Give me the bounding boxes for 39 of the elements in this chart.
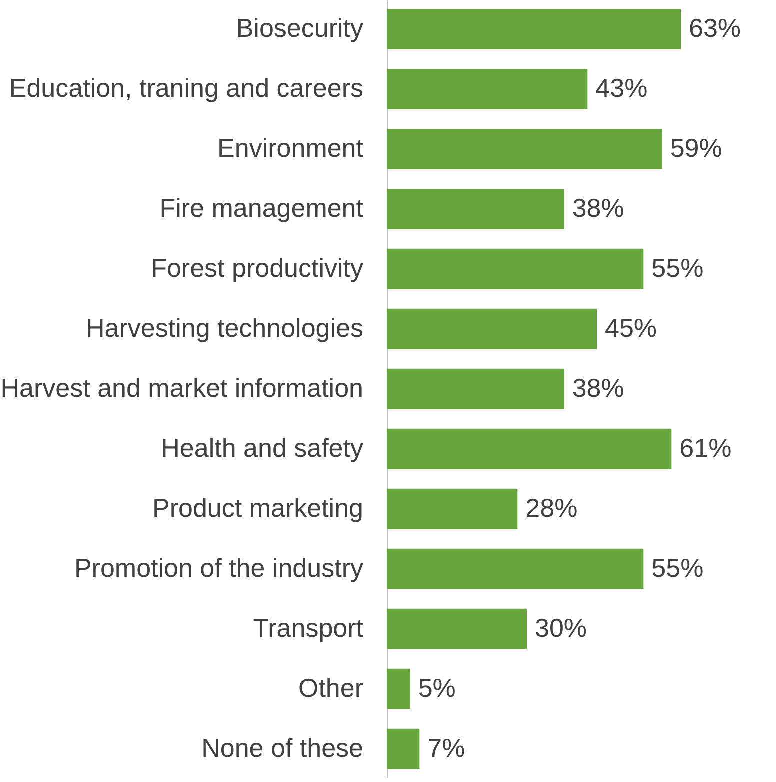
- data-label: 61%: [680, 432, 732, 463]
- bar: [387, 488, 518, 530]
- y-tick-label: Environment: [218, 133, 364, 164]
- bar: [387, 188, 564, 230]
- data-label: 55%: [652, 253, 704, 284]
- data-label: 43%: [596, 73, 648, 104]
- y-tick-label: Harvest and market information: [0, 373, 364, 403]
- data-label: 45%: [605, 313, 658, 344]
- y-tick-label: Promotion of the industry: [74, 552, 364, 583]
- data-label: 63%: [689, 13, 742, 44]
- bar: [387, 368, 564, 410]
- data-label: 59%: [670, 133, 722, 164]
- bar: [387, 308, 597, 350]
- bar: [387, 9, 681, 50]
- y-tick-label: None of these: [202, 732, 364, 763]
- data-label: 55%: [652, 552, 704, 583]
- y-tick-label: Education, traning and careers: [9, 73, 364, 104]
- data-label: 28%: [526, 492, 578, 523]
- bar: [387, 428, 672, 470]
- bar: [387, 608, 527, 650]
- y-tick-label: Forest productivity: [151, 253, 364, 284]
- bar: [387, 68, 588, 110]
- y-tick-label: Transport: [253, 612, 364, 643]
- bar: [387, 728, 420, 769]
- y-tick-label: Harvesting technologies: [86, 313, 364, 344]
- bar: [387, 548, 644, 590]
- data-label: 38%: [572, 193, 624, 224]
- data-label: 7%: [428, 732, 466, 763]
- bar: [387, 128, 662, 170]
- y-tick-label: Health and safety: [161, 432, 364, 463]
- y-tick-label: Product marketing: [152, 492, 364, 523]
- data-label: 38%: [572, 373, 624, 403]
- y-tick-label: Biosecurity: [236, 13, 364, 44]
- bar: [387, 668, 410, 710]
- data-label: 30%: [535, 612, 588, 643]
- y-tick-label: Fire management: [160, 193, 364, 224]
- y-tick-label: Other: [298, 672, 364, 703]
- data-label: 5%: [418, 672, 456, 703]
- bar: [387, 248, 644, 290]
